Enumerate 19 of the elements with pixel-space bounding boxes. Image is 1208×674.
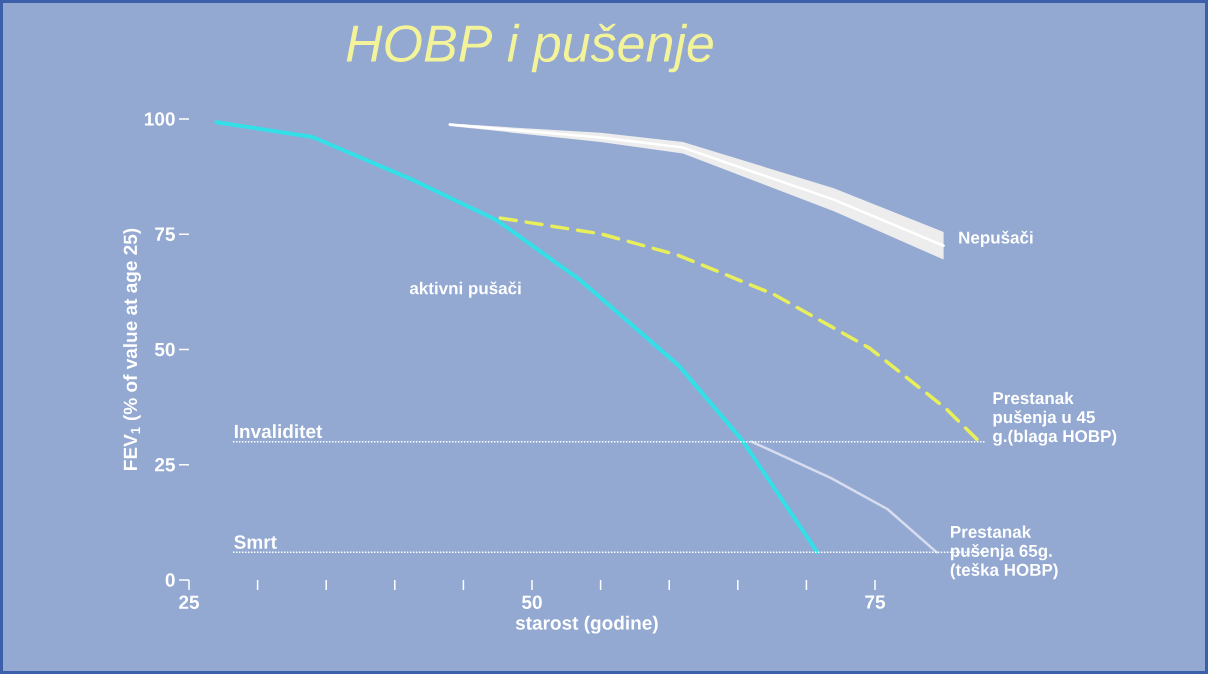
series-label: Prestanak pušenja u 45 g.(blaga HOBP) (993, 391, 1117, 446)
line-series (750, 440, 938, 554)
ref-line-label: Invaliditet (234, 424, 323, 439)
series-label: Nepušači (959, 230, 1033, 247)
series-label: Prestanak pušenja 65g. (teška HOBP) (950, 525, 1058, 580)
y-tick-label: 25 (155, 458, 175, 472)
x-tick-label: 25 (179, 595, 200, 609)
y-axis-title: FEV$_{1}$ (% of value at age 25) (123, 228, 141, 470)
y-tick-label: 75 (155, 227, 175, 241)
x-tick-label: 75 (865, 595, 886, 609)
y-tick-label: 0 (165, 573, 175, 587)
y-tick-label: 100 (144, 112, 175, 126)
line-series (214, 120, 820, 555)
x-tick-label: 50 (522, 595, 542, 609)
chart-title: HOBP i pušenje (346, 23, 713, 73)
ref-line-label: Smrt (234, 535, 277, 549)
text: aktivni pušači (409, 281, 521, 298)
y-tick-label: 50 (154, 342, 175, 357)
x-axis-title: starost (godine) (515, 615, 658, 634)
